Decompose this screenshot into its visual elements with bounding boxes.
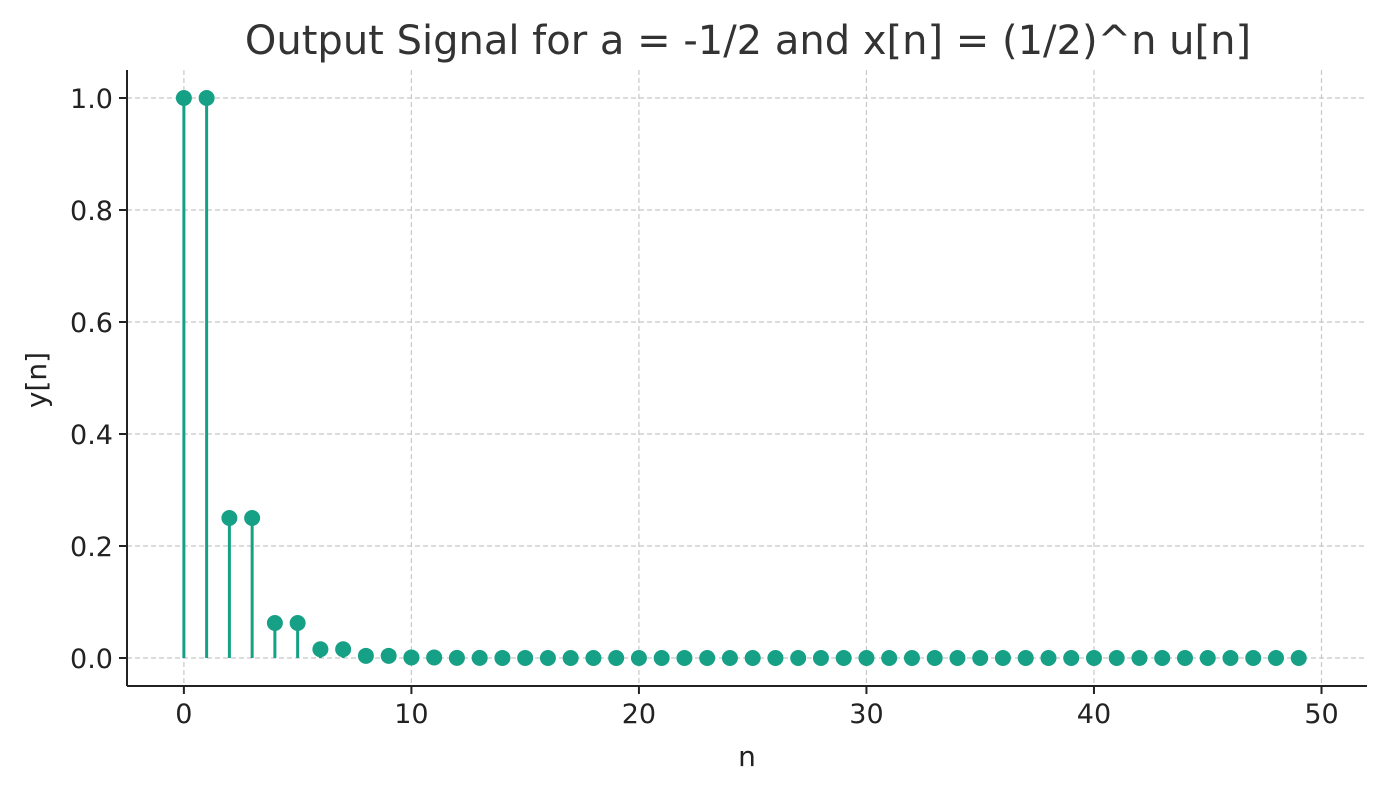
- y-tick-label: 0.2: [70, 532, 113, 563]
- stem-marker: [1108, 650, 1125, 666]
- stem-marker: [403, 649, 420, 666]
- stem-marker: [1199, 650, 1216, 666]
- stem-marker: [903, 650, 920, 666]
- stem-marker: [471, 649, 488, 666]
- stem-marker: [289, 615, 306, 631]
- stem-marker: [1245, 650, 1262, 666]
- stem-marker: [221, 510, 238, 526]
- stem-marker: [198, 90, 215, 106]
- y-axis-label: y[n]: [20, 352, 53, 408]
- stem-marker: [744, 649, 761, 666]
- stem-marker: [699, 649, 716, 666]
- stem-marker: [244, 510, 261, 526]
- stem-marker: [335, 641, 352, 658]
- chart-title: Output Signal for a = -1/2 and x[n] = (1…: [245, 18, 1251, 64]
- stem-marker: [585, 649, 602, 666]
- stem-marker: [858, 650, 875, 666]
- y-tick-label: 0.8: [70, 196, 113, 227]
- stem-marker: [767, 650, 784, 666]
- stem-marker: [721, 649, 738, 666]
- stem-marker: [517, 649, 534, 666]
- x-tick-label: 40: [1077, 699, 1111, 730]
- stem-marker: [1267, 650, 1284, 666]
- stem-marker: [494, 649, 511, 666]
- stem-marker: [630, 649, 647, 666]
- stem-marker: [926, 650, 943, 666]
- stem-marker: [1290, 650, 1307, 666]
- stem-marker: [1222, 650, 1239, 666]
- stem-marker: [539, 649, 556, 666]
- stem-marker: [949, 650, 966, 666]
- stem-marker: [1176, 650, 1193, 666]
- y-tick-label: 1.0: [70, 84, 113, 115]
- stem-marker: [562, 649, 579, 666]
- markers: [175, 90, 1307, 666]
- stem-marker: [1154, 650, 1171, 666]
- x-tick-label: 0: [175, 699, 192, 730]
- x-ticks: 0 10 20 30 40 50: [175, 686, 1339, 730]
- x-tick-label: 20: [622, 699, 656, 730]
- stem-marker: [676, 649, 693, 666]
- stem-marker: [812, 650, 829, 666]
- stem-marker: [426, 649, 443, 666]
- stem-marker: [994, 650, 1011, 666]
- x-tick-label: 30: [849, 699, 883, 730]
- stem-marker: [266, 615, 283, 631]
- stem-marker: [835, 650, 852, 666]
- stem-marker: [1017, 650, 1034, 666]
- stem-marker: [881, 650, 898, 666]
- y-ticks: 0.0 0.2 0.4 0.6 0.8 1.0: [70, 84, 127, 675]
- x-tick-label: 50: [1304, 699, 1338, 730]
- stem-marker: [1063, 650, 1080, 666]
- stem-marker: [608, 649, 625, 666]
- stem-marker: [653, 649, 670, 666]
- stem-marker: [1085, 650, 1102, 666]
- stem-marker: [312, 641, 329, 658]
- y-tick-label: 0.0: [70, 644, 113, 675]
- grid: [127, 70, 1367, 686]
- stem-marker: [448, 649, 465, 666]
- stems: [182, 98, 755, 658]
- stem-marker: [790, 650, 807, 666]
- x-tick-label: 10: [394, 699, 428, 730]
- stem-marker: [357, 647, 374, 664]
- y-tick-label: 0.6: [70, 308, 113, 339]
- x-axis-label: n: [738, 740, 756, 773]
- stem-marker: [175, 90, 192, 106]
- stem-marker: [380, 647, 397, 664]
- axes: [126, 70, 1367, 687]
- stem-marker: [1040, 650, 1057, 666]
- stem-marker: [1131, 650, 1148, 666]
- stem-marker: [972, 650, 989, 666]
- y-tick-label: 0.4: [70, 420, 113, 451]
